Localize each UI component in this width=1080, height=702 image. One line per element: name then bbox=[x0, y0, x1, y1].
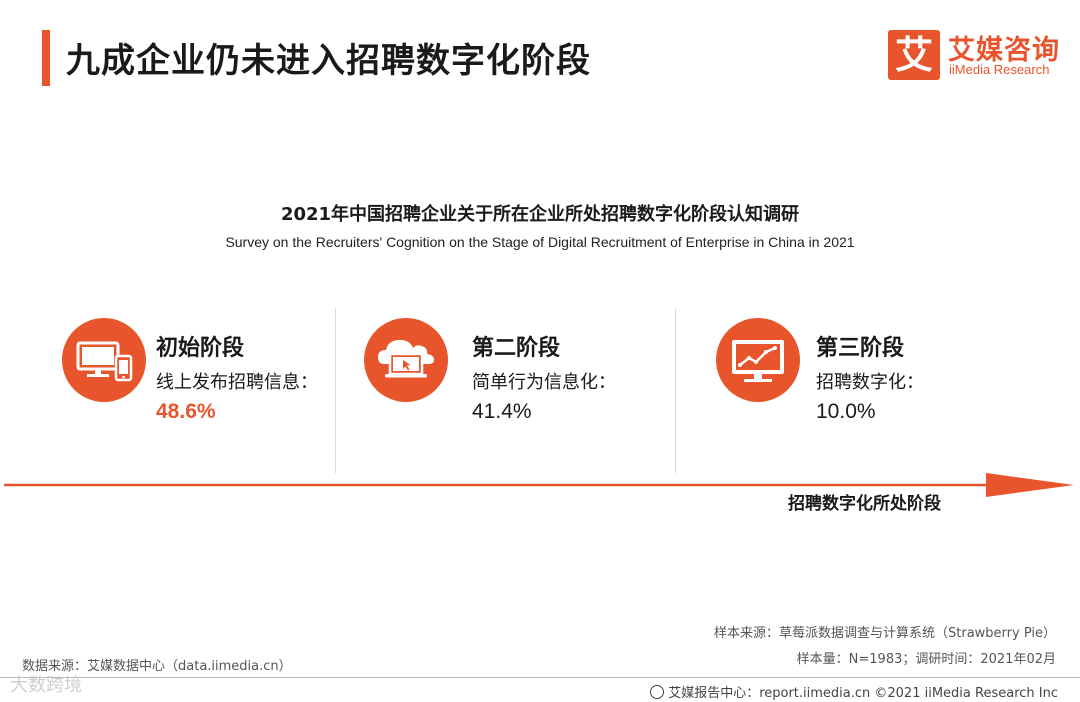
chart-title: 2021年中国招聘企业关于所在企业所处招聘数字化阶段认知调研 bbox=[280, 204, 800, 225]
sample-size: 样本量：N=1983；调研时间：2021年02月 bbox=[796, 652, 1056, 667]
stage-axis-arrow bbox=[4, 473, 1074, 497]
monitor-chart-icon bbox=[716, 318, 800, 402]
data-source: 数据来源：艾媒数据中心（data.iimedia.cn） bbox=[22, 659, 292, 674]
x-axis-label: 招聘数字化所处阶段 bbox=[788, 494, 941, 514]
logo-glyph: 艾 bbox=[894, 33, 933, 77]
stage-1-value: 48.6% bbox=[156, 400, 216, 423]
title-accent-bar bbox=[42, 30, 50, 86]
stage-3-description: 招聘数字化： bbox=[816, 372, 924, 393]
stage-3-name: 第三阶段 bbox=[816, 336, 905, 361]
stage-3-value: 10.0% bbox=[816, 400, 876, 423]
footer-text: 艾媒报告中心：report.iimedia.cn ©2021 iiMedia R… bbox=[668, 686, 1058, 701]
logo-mark: 艾 bbox=[888, 30, 940, 80]
stage-divider-1 bbox=[335, 308, 336, 473]
stage-1-description: 线上发布招聘信息： bbox=[156, 372, 318, 393]
page-title: 九成企业仍未进入招聘数字化阶段 bbox=[66, 41, 591, 81]
stage-3: 第三阶段 招聘数字化： 10.0% bbox=[716, 318, 1006, 438]
footer: 艾媒报告中心：report.iimedia.cn ©2021 iiMedia R… bbox=[650, 682, 1058, 701]
chart-subtitle: Survey on the Recruiters' Cognition on t… bbox=[225, 234, 855, 250]
stage-2-description: 简单行为信息化： bbox=[472, 372, 616, 393]
stage-1-name: 初始阶段 bbox=[156, 336, 245, 361]
stage-2-value: 41.4% bbox=[472, 400, 532, 423]
stage-1: 初始阶段 线上发布招聘信息： 48.6% bbox=[62, 318, 332, 438]
stage-2-name: 第二阶段 bbox=[472, 336, 561, 361]
stage-2: 第二阶段 简单行为信息化： 41.4% bbox=[364, 318, 654, 438]
watermark: 大数跨境 bbox=[10, 675, 82, 696]
cloud-laptop-icon bbox=[364, 318, 448, 402]
stage-divider-2 bbox=[675, 308, 676, 473]
sample-source: 样本来源：草莓派数据调查与计算系统（Strawberry Pie） bbox=[714, 626, 1056, 641]
computer-phone-icon bbox=[62, 318, 146, 402]
logo-name-en: iiMedia Research bbox=[949, 62, 1050, 77]
globe-icon bbox=[650, 685, 665, 699]
footer-divider bbox=[0, 677, 1080, 678]
logo-name-cn: 艾媒咨询 bbox=[948, 35, 1060, 66]
